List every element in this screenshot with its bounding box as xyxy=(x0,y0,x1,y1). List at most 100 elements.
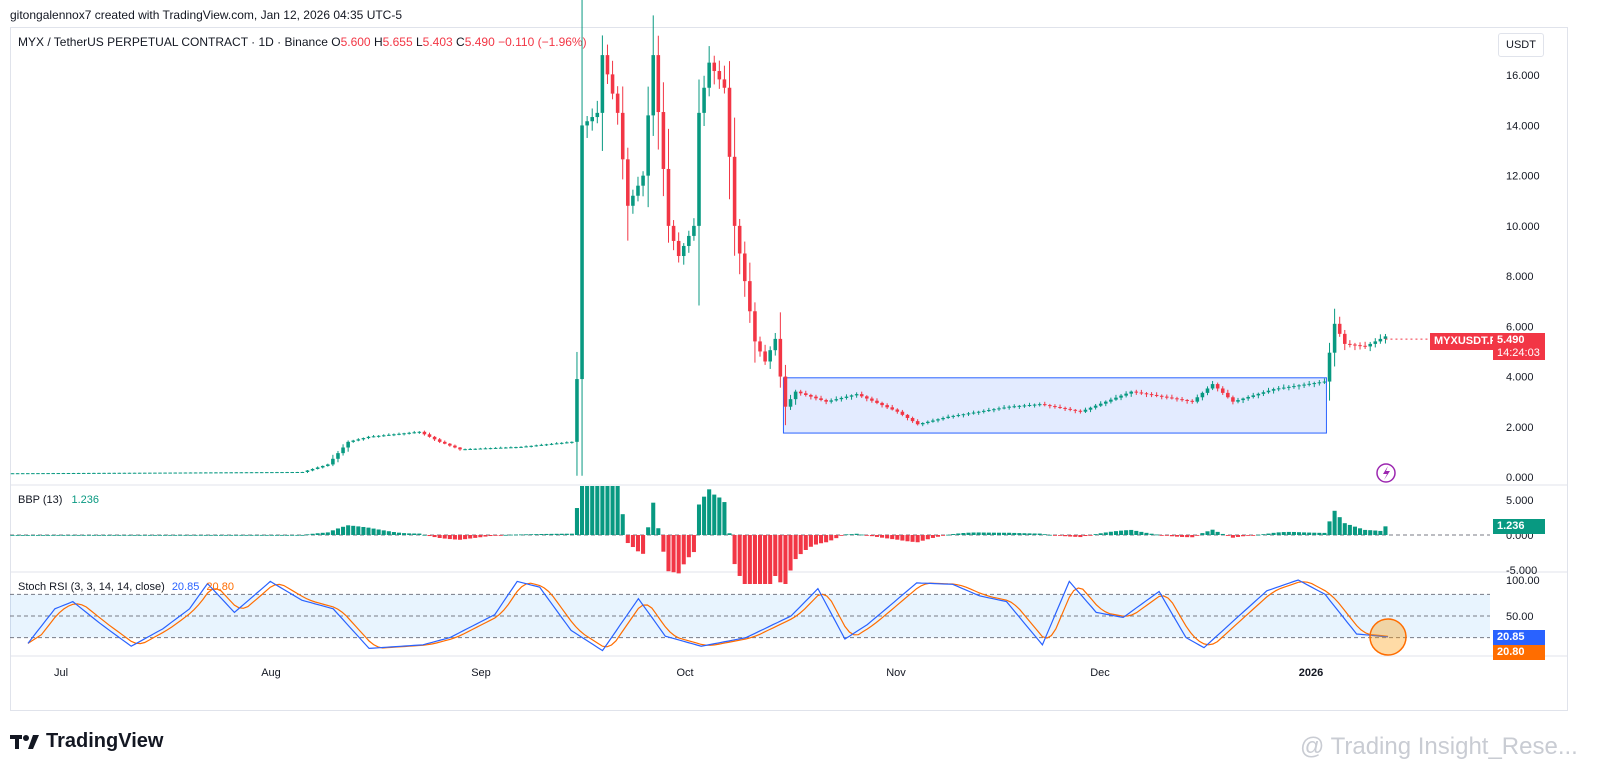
price-badge-price: 5.490 xyxy=(1497,334,1525,346)
candle-body xyxy=(697,112,701,226)
candle-body xyxy=(1159,395,1164,397)
bbp-bar xyxy=(457,535,463,540)
price-badge-timer: 14:24:03 xyxy=(1493,347,1545,360)
candle-body xyxy=(315,467,320,469)
bbp-bar xyxy=(412,533,417,535)
tradingview-logo-icon xyxy=(10,734,39,749)
candle-body xyxy=(351,440,356,442)
candle-body xyxy=(992,409,996,411)
candle-body xyxy=(61,473,66,475)
bbp-bar xyxy=(752,535,757,584)
bbp-bar xyxy=(1286,531,1291,535)
bbp-bar xyxy=(1235,535,1241,537)
candle-body xyxy=(76,472,81,474)
stoch-legend: Stoch RSI (3, 3, 14, 14, close) 20.85 20… xyxy=(18,581,234,593)
bbp-bar xyxy=(808,535,813,547)
candle-body xyxy=(1271,389,1276,391)
bbp-bar xyxy=(244,534,249,536)
bbp-bar xyxy=(91,534,96,536)
currency-button[interactable]: USDT xyxy=(1498,33,1544,57)
candle-body xyxy=(1195,397,1200,402)
bbp-bar xyxy=(869,535,874,537)
bbp-bar xyxy=(635,535,641,552)
bbp-bar xyxy=(946,534,951,536)
bbp-bar xyxy=(463,535,468,540)
candle-body xyxy=(1165,396,1169,398)
bbp-bar xyxy=(986,532,991,535)
bbp-bar xyxy=(56,534,61,536)
bbp-bar xyxy=(1200,533,1205,535)
bbp-bar xyxy=(1378,530,1383,535)
time-axis-tick: Nov xyxy=(886,667,906,679)
bbp-bar xyxy=(951,534,956,535)
candle-body xyxy=(641,175,645,186)
bbp-bar xyxy=(15,534,20,536)
bbp-bar xyxy=(422,534,427,536)
bbp-bar xyxy=(96,534,102,536)
candle-body xyxy=(722,79,727,88)
bbp-bar xyxy=(930,535,935,538)
candle-body xyxy=(224,472,228,474)
candle-body xyxy=(1190,400,1195,402)
stoch-axis-tick: 100.00 xyxy=(1506,575,1540,587)
candle-body xyxy=(926,421,930,424)
candle-body xyxy=(142,472,147,474)
candle-body xyxy=(1302,384,1306,386)
candle-body xyxy=(961,414,966,416)
candle-body xyxy=(1017,405,1022,407)
bbp-bar xyxy=(1083,535,1088,537)
bbp-bar xyxy=(1296,532,1302,535)
tradingview-logo[interactable]: TradingView xyxy=(10,730,163,753)
candle-body xyxy=(987,410,991,412)
bbp-bar xyxy=(213,534,218,536)
bbp-bar xyxy=(295,534,300,536)
bbp-bar xyxy=(524,534,529,536)
low-label: L xyxy=(415,35,423,49)
candle-body xyxy=(117,472,122,474)
candle-body xyxy=(488,448,493,450)
candle-body xyxy=(178,472,183,474)
candle-body xyxy=(305,470,310,472)
bbp-name: BBP (13) xyxy=(18,494,63,506)
candle-body xyxy=(595,112,600,118)
bbp-bar xyxy=(1281,532,1286,535)
candle-body xyxy=(254,472,259,474)
candle-body xyxy=(1032,404,1037,406)
bbp-bar xyxy=(900,535,905,541)
bbp-bar xyxy=(315,533,320,535)
candle-body xyxy=(168,472,172,474)
time-axis-tick: Jul xyxy=(54,667,68,679)
candle-body xyxy=(234,472,239,474)
bbp-bar xyxy=(859,534,864,536)
bbp-bar xyxy=(198,534,203,536)
candle-body xyxy=(361,438,366,440)
bbp-bar xyxy=(1220,533,1225,535)
candle-body xyxy=(1124,393,1128,396)
bbp-bar xyxy=(757,535,763,584)
candle-body xyxy=(661,112,666,169)
candle-body xyxy=(687,235,691,246)
lightning-icon-ring xyxy=(1376,463,1396,483)
candle-body xyxy=(737,225,742,254)
time-axis-tick: Aug xyxy=(261,667,281,679)
candle-body xyxy=(229,472,233,474)
bbp-bar xyxy=(1195,535,1200,536)
candle-body xyxy=(376,435,381,437)
price-axis-tick: 16.000 xyxy=(1506,70,1540,82)
bbp-bar xyxy=(874,535,880,537)
bbp-bar xyxy=(910,535,915,542)
bbp-bar xyxy=(686,535,691,558)
candle-body xyxy=(87,472,91,474)
candle-body xyxy=(153,472,157,474)
bbp-bar xyxy=(173,534,178,536)
candle-body xyxy=(798,391,803,394)
candle-body xyxy=(392,434,396,436)
bbp-bar xyxy=(447,535,452,540)
bbp-bar xyxy=(539,534,544,535)
price-chart[interactable]: 16.000 14.000 12.000 10.000 8.000 6.000 4.000 2… xyxy=(0,0,1623,712)
bbp-bar xyxy=(691,535,696,553)
candle-body xyxy=(1337,323,1342,334)
bbp-bar xyxy=(1266,533,1271,535)
candle-body xyxy=(727,87,732,157)
bbp-bar xyxy=(300,534,305,536)
